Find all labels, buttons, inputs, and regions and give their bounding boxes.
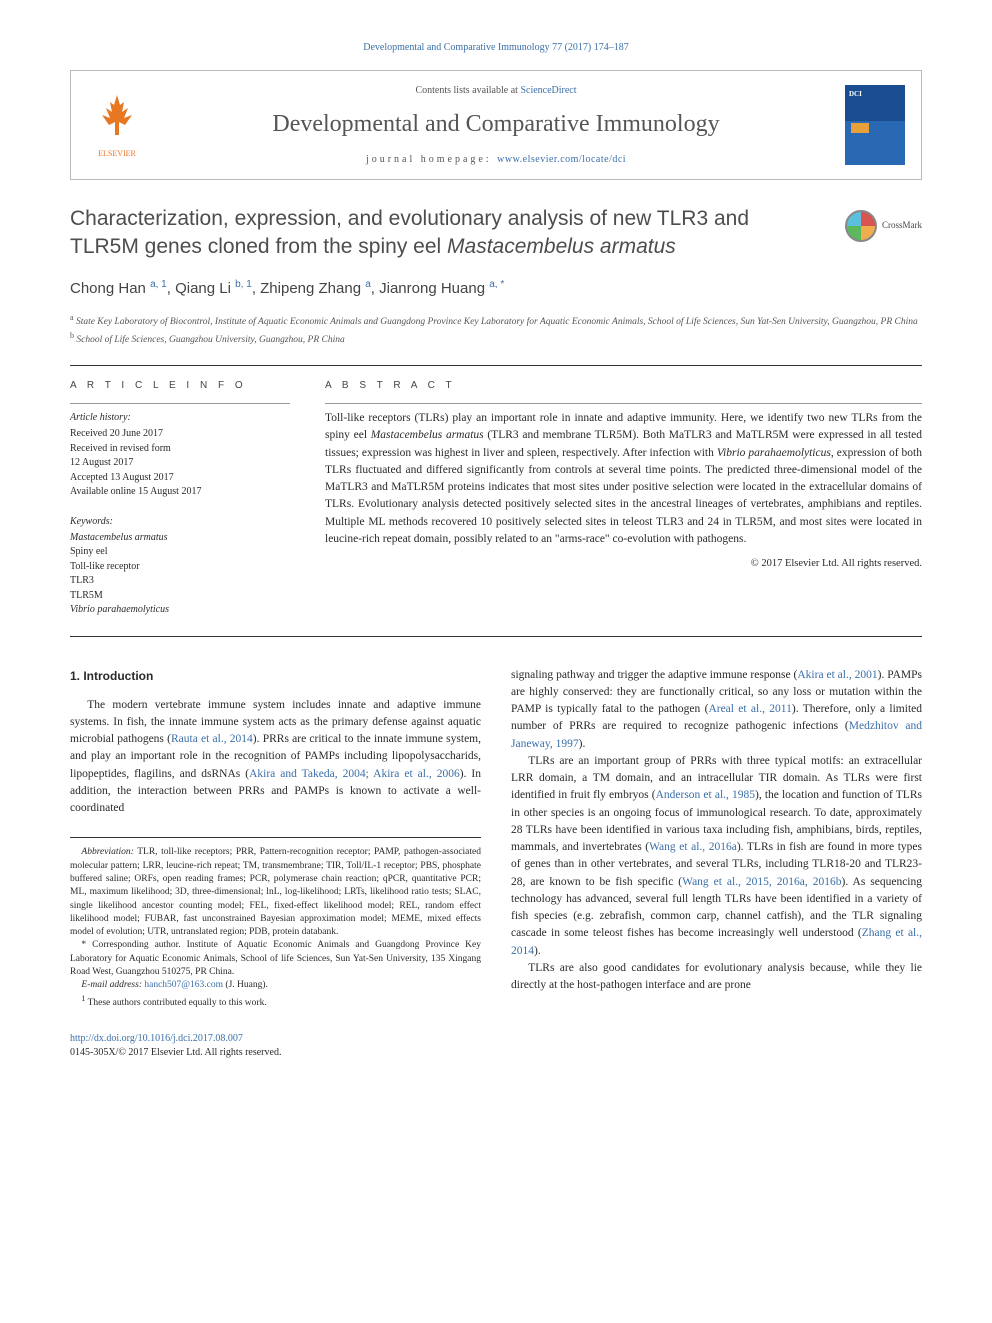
history-item: Available online 15 August 2017 bbox=[70, 485, 290, 500]
doi-link[interactable]: http://dx.doi.org/10.1016/j.dci.2017.08.… bbox=[70, 1033, 243, 1044]
history-item: Received in revised form bbox=[70, 442, 290, 457]
footnote-corresponding: * Corresponding author. Institute of Aqu… bbox=[70, 939, 481, 979]
crossmark-badge[interactable]: CrossMark bbox=[845, 210, 922, 242]
journal-cover-thumbnail bbox=[845, 85, 905, 165]
citation-link[interactable]: Anderson et al., 1985 bbox=[656, 789, 755, 801]
column-right: signaling pathway and trigger the adapti… bbox=[511, 667, 922, 1010]
article-info-heading: A R T I C L E I N F O bbox=[70, 378, 290, 393]
abbrev-text: TLR, toll-like receptors; PRR, Pattern-r… bbox=[70, 847, 481, 937]
keyword-item: Toll-like receptor bbox=[70, 560, 290, 575]
footnote-abbrev: Abbreviation: TLR, toll-like receptors; … bbox=[70, 846, 481, 939]
keyword-item: Spiny eel bbox=[70, 545, 290, 560]
journal-title: Developmental and Comparative Immunology bbox=[147, 106, 845, 142]
homepage-line: journal homepage: www.elsevier.com/locat… bbox=[147, 152, 845, 167]
body-columns: 1. Introduction The modern vertebrate im… bbox=[70, 667, 922, 1010]
history-item: Accepted 13 August 2017 bbox=[70, 471, 290, 486]
email-label: E-mail address: bbox=[81, 980, 142, 990]
keyword-item: Mastacembelus armatus bbox=[70, 531, 290, 546]
contents-line: Contents lists available at ScienceDirec… bbox=[147, 83, 845, 98]
homepage-link[interactable]: www.elsevier.com/locate/dci bbox=[497, 154, 626, 165]
email-link[interactable]: hanch507@163.com bbox=[142, 980, 223, 990]
keywords-label: Keywords: bbox=[70, 514, 290, 529]
intro-p1: The modern vertebrate immune system incl… bbox=[70, 697, 481, 818]
affiliation-a: a State Key Laboratory of Biocontrol, In… bbox=[70, 312, 922, 329]
divider bbox=[70, 365, 922, 366]
intro-p2: TLRs are an important group of PRRs with… bbox=[511, 753, 922, 960]
article-info-block: A R T I C L E I N F O Article history: R… bbox=[70, 378, 290, 618]
section-heading-intro: 1. Introduction bbox=[70, 667, 481, 685]
citation-link[interactable]: Zhang et al., 2014 bbox=[511, 927, 922, 956]
journal-reference: Developmental and Comparative Immunology… bbox=[70, 40, 922, 55]
citation-link[interactable]: Akira and Takeda, 2004; Akira et al., 20… bbox=[249, 768, 460, 780]
abstract-heading: A B S T R A C T bbox=[325, 378, 922, 393]
footnote-email: E-mail address: hanch507@163.com (J. Hua… bbox=[70, 979, 481, 992]
citation-link[interactable]: Akira et al., 2001 bbox=[797, 669, 877, 681]
abbrev-label: Abbreviation: bbox=[81, 847, 133, 857]
contents-prefix: Contents lists available at bbox=[415, 85, 520, 96]
history-item: Received 20 June 2017 bbox=[70, 427, 290, 442]
elsevier-tree-icon bbox=[92, 90, 142, 140]
keyword-item: TLR3 bbox=[70, 574, 290, 589]
column-left: 1. Introduction The modern vertebrate im… bbox=[70, 667, 481, 1010]
keyword-item: TLR5M bbox=[70, 589, 290, 604]
author-list: Chong Han a, 1, Qiang Li b, 1, Zhipeng Z… bbox=[70, 277, 922, 301]
footnote-equal: 1 These authors contributed equally to t… bbox=[70, 993, 481, 1010]
header-center: Contents lists available at ScienceDirec… bbox=[147, 83, 845, 167]
divider bbox=[70, 636, 922, 637]
citation-link[interactable]: Wang et al., 2015, 2016a, 2016b bbox=[682, 876, 841, 888]
keyword-item: Vibrio parahaemolyticus bbox=[70, 603, 290, 618]
citation-link[interactable]: Wang et al., 2016a bbox=[649, 841, 737, 853]
footnotes: Abbreviation: TLR, toll-like receptors; … bbox=[70, 837, 481, 1010]
elsevier-label: ELSEVIER bbox=[87, 148, 147, 160]
thin-divider bbox=[70, 403, 290, 404]
abstract-copyright: © 2017 Elsevier Ltd. All rights reserved… bbox=[325, 556, 922, 572]
title-text: Characterization, expression, and evolut… bbox=[70, 207, 749, 258]
citation-link[interactable]: Rauta et al., 2014 bbox=[171, 733, 253, 745]
history-label: Article history: bbox=[70, 410, 290, 425]
crossmark-label: CrossMark bbox=[882, 219, 922, 233]
email-author: (J. Huang). bbox=[223, 980, 268, 990]
sciencedirect-link[interactable]: ScienceDirect bbox=[520, 85, 576, 96]
homepage-prefix: journal homepage: bbox=[366, 154, 497, 165]
journal-header-box: ELSEVIER Contents lists available at Sci… bbox=[70, 70, 922, 180]
citation-link[interactable]: Medzhitov and Janeway, 1997 bbox=[511, 720, 922, 749]
article-title: Characterization, expression, and evolut… bbox=[70, 205, 922, 262]
affiliations: a State Key Laboratory of Biocontrol, In… bbox=[70, 312, 922, 347]
history-item: 12 August 2017 bbox=[70, 456, 290, 471]
issn-copyright: 0145-305X/© 2017 Elsevier Ltd. All right… bbox=[70, 1046, 922, 1060]
doi-block: http://dx.doi.org/10.1016/j.dci.2017.08.… bbox=[70, 1032, 922, 1060]
info-abstract-row: A R T I C L E I N F O Article history: R… bbox=[70, 378, 922, 618]
intro-p1-cont: signaling pathway and trigger the adapti… bbox=[511, 667, 922, 753]
crossmark-icon bbox=[845, 210, 877, 242]
abstract-text: Toll-like receptors (TLRs) play an impor… bbox=[325, 410, 922, 548]
affiliation-b: b School of Life Sciences, Guangzhou Uni… bbox=[70, 330, 922, 347]
intro-p3: TLRs are also good candidates for evolut… bbox=[511, 960, 922, 995]
citation-link[interactable]: Areal et al., 2011 bbox=[708, 703, 791, 715]
thin-divider bbox=[325, 403, 922, 404]
abstract-block: A B S T R A C T Toll-like receptors (TLR… bbox=[325, 378, 922, 618]
elsevier-logo: ELSEVIER bbox=[87, 90, 147, 160]
